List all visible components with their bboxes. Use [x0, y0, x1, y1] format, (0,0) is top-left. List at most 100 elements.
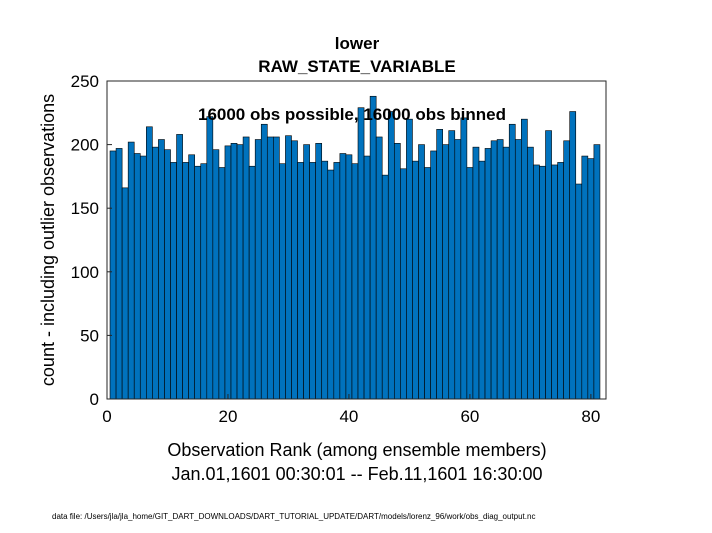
histogram-bar	[146, 126, 153, 400]
y-tick-label: 250	[71, 72, 99, 91]
histogram-bar	[339, 153, 347, 400]
histogram-bar	[436, 129, 443, 400]
histogram-bar	[133, 153, 141, 400]
histogram-bar	[363, 155, 371, 400]
histogram-bar	[345, 154, 353, 400]
axes-box	[106, 80, 607, 400]
histogram-bar	[115, 148, 123, 400]
histogram-bar	[557, 162, 564, 400]
histogram-bar	[224, 145, 232, 400]
histogram-bar	[303, 144, 310, 400]
histogram-bar	[297, 162, 304, 400]
histogram-bar	[393, 143, 401, 400]
histogram-bar	[109, 150, 117, 400]
histogram-bar	[563, 140, 571, 400]
histogram-bar	[375, 136, 383, 400]
histogram-bar	[406, 118, 413, 400]
histogram-bar	[400, 168, 407, 400]
histogram-bar	[460, 117, 468, 400]
histogram-bar	[448, 130, 456, 400]
y-axis-ticks: 0 50 100 150 200 250	[71, 72, 112, 409]
histogram-bar	[242, 136, 250, 400]
histogram-bar	[230, 143, 238, 400]
x-axis-ticks: 0 20 40 60 80	[102, 394, 600, 426]
histogram-bar	[472, 146, 480, 400]
histogram-bar	[593, 144, 601, 400]
histogram-bar	[442, 144, 450, 400]
histogram-bar	[521, 118, 528, 400]
histogram-bar	[212, 149, 220, 400]
histogram-bar	[164, 149, 171, 400]
histogram-bar	[279, 163, 286, 400]
chart-annotation: 16000 obs possible, 16000 obs binned	[198, 105, 506, 124]
x-tick-label: 0	[102, 407, 111, 426]
histogram-bar	[218, 167, 226, 400]
histogram-bar	[285, 135, 292, 400]
histogram-bar	[369, 95, 377, 400]
histogram-bar	[170, 162, 177, 400]
histogram-bar	[496, 139, 504, 400]
histogram-bars	[109, 95, 601, 400]
x-tick-label: 40	[339, 407, 358, 426]
histogram-bar	[194, 165, 202, 400]
histogram-bar	[502, 146, 510, 400]
chart-subtitle: RAW_STATE_VARIABLE	[258, 57, 455, 76]
histogram-bar	[273, 136, 280, 400]
x-axis-label-date-range: Jan.01,1601 00:30:01 -- Feb.11,1601 16:3…	[172, 464, 543, 484]
histogram-bar	[188, 154, 195, 400]
histogram-bar	[581, 155, 589, 400]
histogram-bar	[236, 144, 244, 400]
x-tick-label: 60	[460, 407, 479, 426]
histogram-bar	[200, 163, 208, 400]
histogram-bar	[551, 164, 558, 400]
histogram-bar	[418, 144, 425, 400]
histogram-bar	[587, 158, 595, 400]
histogram-bar	[454, 139, 462, 400]
histogram-bar	[357, 107, 365, 400]
histogram-bar	[248, 165, 256, 400]
histogram-bar	[381, 174, 389, 400]
x-tick-label: 20	[219, 407, 238, 426]
histogram-bar	[539, 165, 546, 400]
histogram-bar	[527, 146, 534, 400]
histogram-bar	[266, 136, 274, 400]
histogram-bar	[291, 140, 298, 400]
histogram-bar	[333, 162, 341, 400]
histogram-bar	[478, 160, 486, 400]
histogram-bar	[569, 111, 577, 400]
histogram-bar	[575, 183, 583, 400]
chart-title: lower	[335, 34, 380, 53]
y-tick-label: 50	[80, 326, 99, 345]
histogram-bar	[206, 116, 214, 400]
histogram-bar	[152, 146, 159, 400]
histogram-bar	[508, 123, 516, 400]
histogram-bar	[182, 162, 189, 400]
histogram-bar	[490, 140, 498, 400]
histogram-bar	[139, 155, 147, 400]
histogram-bar	[387, 111, 395, 400]
data-file-note: data file: /Users/jla/jla_home/GIT_DART_…	[52, 512, 536, 521]
histogram-bar	[430, 150, 437, 400]
histogram-bar	[176, 134, 183, 400]
histogram-bar	[260, 123, 268, 400]
y-tick-label: 100	[71, 263, 99, 282]
histogram-bar	[309, 162, 316, 400]
histogram-bar	[412, 160, 419, 400]
y-tick-label: 0	[90, 390, 99, 409]
histogram-bar	[327, 169, 335, 400]
histogram-bar	[127, 141, 135, 400]
x-tick-label: 80	[581, 407, 600, 426]
histogram-bar	[424, 167, 431, 400]
y-tick-label: 200	[71, 136, 99, 155]
histogram-bar	[254, 139, 262, 400]
histogram-bar	[533, 164, 540, 400]
histogram-bar	[466, 167, 474, 400]
histogram-bar	[321, 160, 329, 400]
x-axis-label: Observation Rank (among ensemble members…	[167, 440, 546, 460]
histogram-bar	[351, 163, 359, 400]
histogram-bar	[121, 187, 129, 400]
y-axis-label: count - including outlier observations	[38, 94, 58, 386]
y-tick-label: 150	[71, 199, 99, 218]
histogram-bar	[158, 139, 165, 400]
